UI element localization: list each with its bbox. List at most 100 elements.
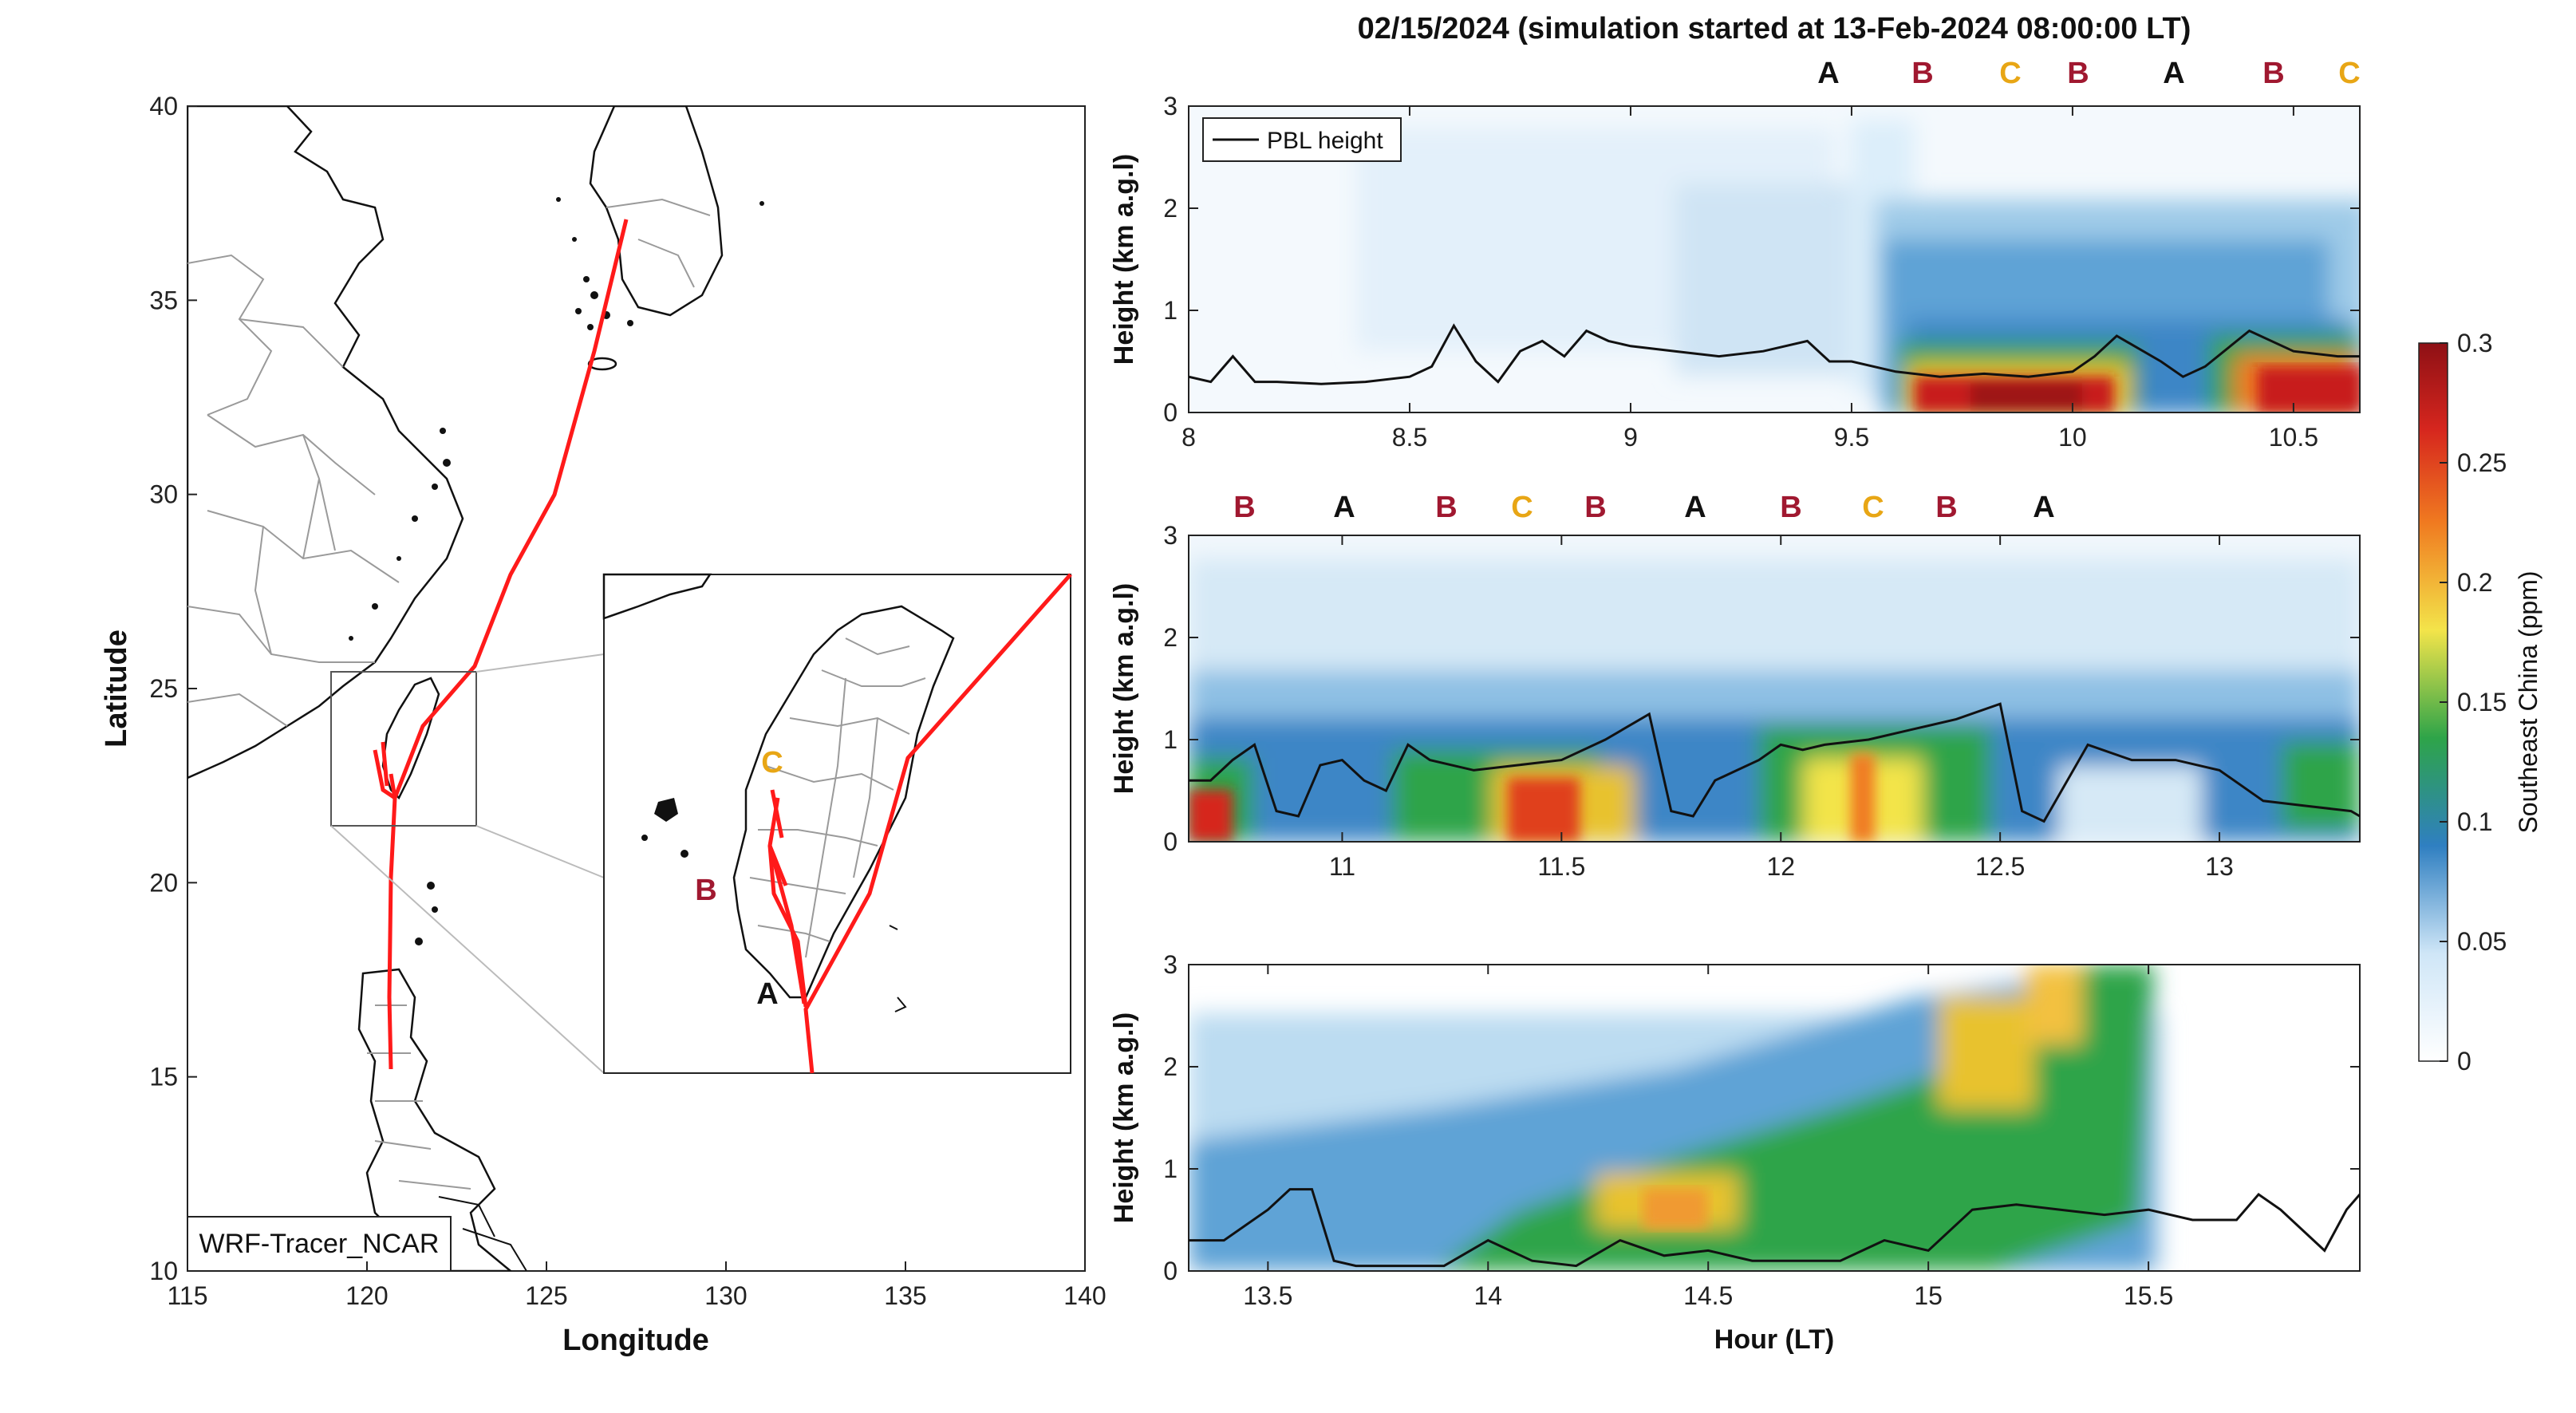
trajectory-marker-a: A: [1333, 491, 1355, 524]
trajectory-marker-b: B: [1584, 491, 1606, 524]
coastal-islands: [349, 428, 451, 641]
x-tick-label: 14: [1473, 1281, 1502, 1310]
x-tick-label: 15.5: [2124, 1281, 2173, 1310]
trajectory-marker-b: B: [2262, 57, 2284, 90]
figure-title: 02/15/2024 (simulation started at 13-Feb…: [1358, 12, 2191, 45]
legend-label: PBL height: [1267, 128, 1383, 154]
map-y-tick-label: 10: [149, 1257, 178, 1285]
y-tick-label: 0: [1163, 1257, 1178, 1285]
korea-borders: [606, 198, 711, 288]
trajectory-marker-a: A: [1817, 57, 1839, 90]
trajectory-marker-c: C: [1862, 491, 1884, 524]
concentration-field-2: [1189, 558, 2360, 842]
panel-2-x-ticks: 11 11.5 12 12.5 13: [1329, 535, 2234, 881]
trajectory-marker-b: B: [1233, 491, 1255, 524]
inset-connector-mid: [475, 825, 605, 878]
map-y-ticks: 10 15 20 25 30 35 40: [149, 92, 197, 1285]
inset-connector-bottom: [330, 825, 605, 1074]
colorbar-tick-label: 0.3: [2457, 329, 2492, 357]
penghu-islands: [654, 798, 678, 822]
panel-3-x-ticks: 13.5 14 14.5 15 15.5: [1243, 965, 2173, 1310]
korean-peninsula: [589, 106, 724, 317]
x-tick-label: 10: [2058, 423, 2087, 452]
x-tick-label: 12: [1766, 852, 1795, 881]
trajectory-marker-b: B: [1911, 57, 1933, 90]
inset-small-islands: [641, 835, 907, 1012]
trajectory-marker-c: C: [1999, 57, 2021, 90]
taiwan-inset-outline: [732, 605, 955, 999]
concentration-field-1: [1356, 120, 2360, 412]
province-borders: [187, 254, 400, 727]
trajectory-marker-c: C: [2338, 57, 2360, 90]
trajectory-marker-b: B: [1780, 491, 1801, 524]
time-height-panel-1: 8 8.5 9 9.5 10 10.5 0 1 2 3 A B C B A B C Height (km a…: [1109, 57, 2361, 452]
x-tick-label: 13.5: [1243, 1281, 1292, 1310]
x-tick-label: 9: [1623, 423, 1638, 452]
y-tick-label: 1: [1163, 725, 1178, 754]
panel-1-x-ticks: 8 8.5 9 9.5 10 10.5: [1181, 106, 2318, 452]
inset-marker-a: A: [756, 977, 778, 1011]
trajectory-lines: [373, 219, 629, 1070]
taiwan-county-borders: [749, 637, 926, 958]
colorbar-ticks: 0 0.05 0.1 0.15 0.2 0.25 0.3: [2440, 329, 2507, 1076]
y-tick-label: 3: [1163, 521, 1178, 550]
map-panel: C B A WRF-Tracer_NCAR 115 120 125 130 135 140…: [100, 92, 1107, 1357]
model-label-box: [187, 1216, 452, 1272]
inset-connector-top: [475, 653, 605, 673]
y-tick-label: 2: [1163, 194, 1178, 223]
time-x-axis-label: Hour (LT): [1714, 1324, 1834, 1355]
colorbar-tick-label: 0.15: [2457, 688, 2507, 716]
map-y-tick-label: 20: [149, 868, 178, 897]
trajectory-marker-c: C: [1511, 491, 1533, 524]
x-tick-label: 11.5: [1537, 852, 1585, 881]
panel-3-frame: [1188, 964, 2361, 1272]
philippine-islands: [415, 882, 527, 1271]
colorbar-tick-label: 0.25: [2457, 448, 2507, 477]
trajectory-marker-b: B: [1935, 491, 1957, 524]
x-tick-label: 13: [2205, 852, 2234, 881]
concentration-field-3: [1189, 965, 2360, 1271]
panel-2-y-ticks: 0 1 2 3: [1163, 521, 2360, 856]
panel-2-frame: [1188, 535, 2361, 843]
colorbar-tick-label: 0.05: [2457, 927, 2507, 956]
x-tick-label: 15: [1914, 1281, 1943, 1310]
panel-3-y-axis-label: Height (km a.g.l): [1109, 1012, 1139, 1223]
pbl-height-line-3: [1189, 1188, 2360, 1268]
panel-1-y-ticks: 0 1 2 3: [1163, 92, 2360, 427]
y-tick-label: 0: [1163, 827, 1178, 856]
map-y-tick-label: 25: [149, 674, 178, 703]
map-x-tick-label: 140: [1063, 1281, 1106, 1310]
x-tick-label: 10.5: [2269, 423, 2318, 452]
y-tick-label: 2: [1163, 1052, 1178, 1081]
map-y-tick-label: 40: [149, 92, 178, 120]
y-tick-label: 1: [1163, 296, 1178, 325]
map-x-ticks: 115 120 125 130 135 140: [167, 1261, 1107, 1310]
x-tick-label: 12.5: [1975, 852, 2025, 881]
taiwan-island: [381, 677, 440, 800]
pbl-legend: PBL height: [1202, 117, 1402, 162]
map-x-tick-label: 115: [167, 1281, 207, 1310]
pbl-height-line-1: [1189, 323, 2360, 385]
fujian-coast-inset: [602, 573, 712, 620]
trajectory-marker-a: A: [2033, 491, 2054, 524]
trajectory-marker-a: A: [1684, 491, 1706, 524]
trajectory-marker-a: A: [2163, 57, 2184, 90]
map-y-tick-label: 15: [149, 1063, 178, 1091]
colorbar-label: Southeast China (ppm): [2514, 570, 2542, 833]
x-tick-label: 14.5: [1683, 1281, 1733, 1310]
panel-3-y-ticks: 0 1 2 3: [1163, 950, 2360, 1285]
panel-1-y-axis-label: Height (km a.g.l): [1109, 154, 1139, 365]
map-x-tick-label: 130: [704, 1281, 747, 1310]
y-tick-label: 2: [1163, 623, 1178, 652]
inset-marker-b: B: [695, 874, 716, 907]
panel-1-frame: [1188, 105, 2361, 413]
x-tick-label: 9.5: [1834, 423, 1869, 452]
x-tick-label: 11: [1329, 852, 1355, 881]
luzon-island: [357, 968, 512, 1271]
colorbar-tick-label: 0: [2457, 1047, 2471, 1076]
map-x-tick-label: 125: [525, 1281, 567, 1310]
